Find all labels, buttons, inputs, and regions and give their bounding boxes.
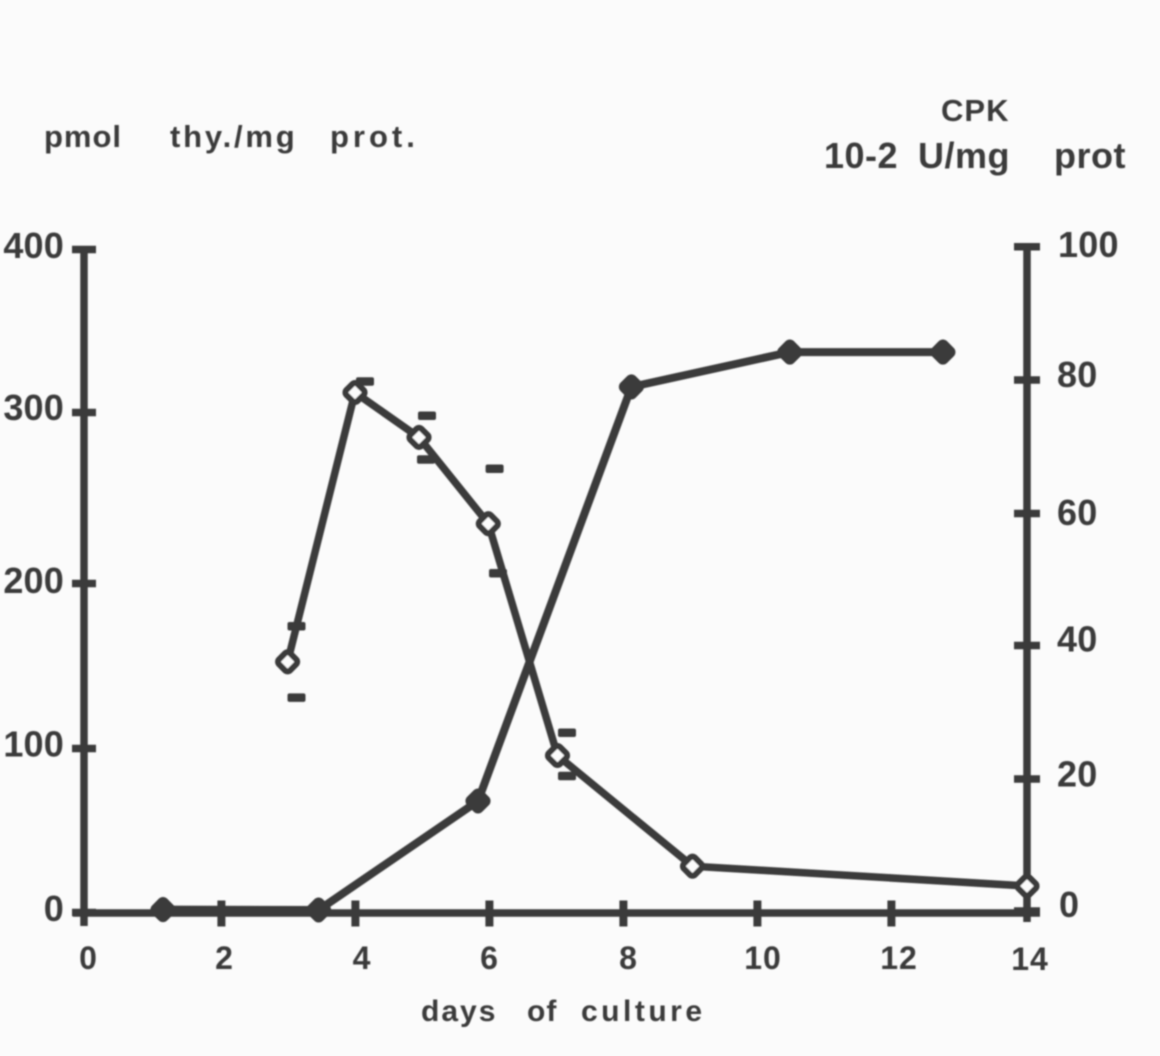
svg-text:20: 20 xyxy=(1057,754,1097,795)
svg-text:40: 40 xyxy=(1057,619,1097,660)
svg-text:prot: prot xyxy=(1054,135,1126,176)
svg-text:200: 200 xyxy=(3,560,64,601)
svg-text:10-2: 10-2 xyxy=(824,135,898,176)
svg-text:0: 0 xyxy=(44,888,64,929)
svg-text:2: 2 xyxy=(215,940,233,976)
svg-text:100: 100 xyxy=(3,724,64,765)
svg-text:8: 8 xyxy=(619,940,637,976)
svg-text:400: 400 xyxy=(3,225,64,266)
svg-text:days: days xyxy=(421,995,497,1028)
svg-text:60: 60 xyxy=(1057,492,1097,533)
svg-text:thy./mg: thy./mg xyxy=(170,119,298,154)
svg-text:14: 14 xyxy=(1011,941,1049,977)
svg-text:prot.: prot. xyxy=(330,119,419,154)
svg-text:300: 300 xyxy=(3,387,64,428)
svg-text:100: 100 xyxy=(1058,224,1119,265)
svg-text:pmol: pmol xyxy=(44,119,122,154)
svg-text:0: 0 xyxy=(1059,884,1079,925)
svg-text:12: 12 xyxy=(880,940,918,976)
svg-text:6: 6 xyxy=(480,940,498,976)
svg-text:U/mg: U/mg xyxy=(918,135,1010,176)
svg-text:4: 4 xyxy=(353,940,371,976)
svg-text:0: 0 xyxy=(79,940,97,976)
svg-text:10: 10 xyxy=(744,940,782,976)
svg-text:CPK: CPK xyxy=(941,93,1009,128)
svg-text:culture: culture xyxy=(581,995,706,1028)
svg-text:80: 80 xyxy=(1057,354,1097,395)
svg-text:of: of xyxy=(527,995,557,1028)
